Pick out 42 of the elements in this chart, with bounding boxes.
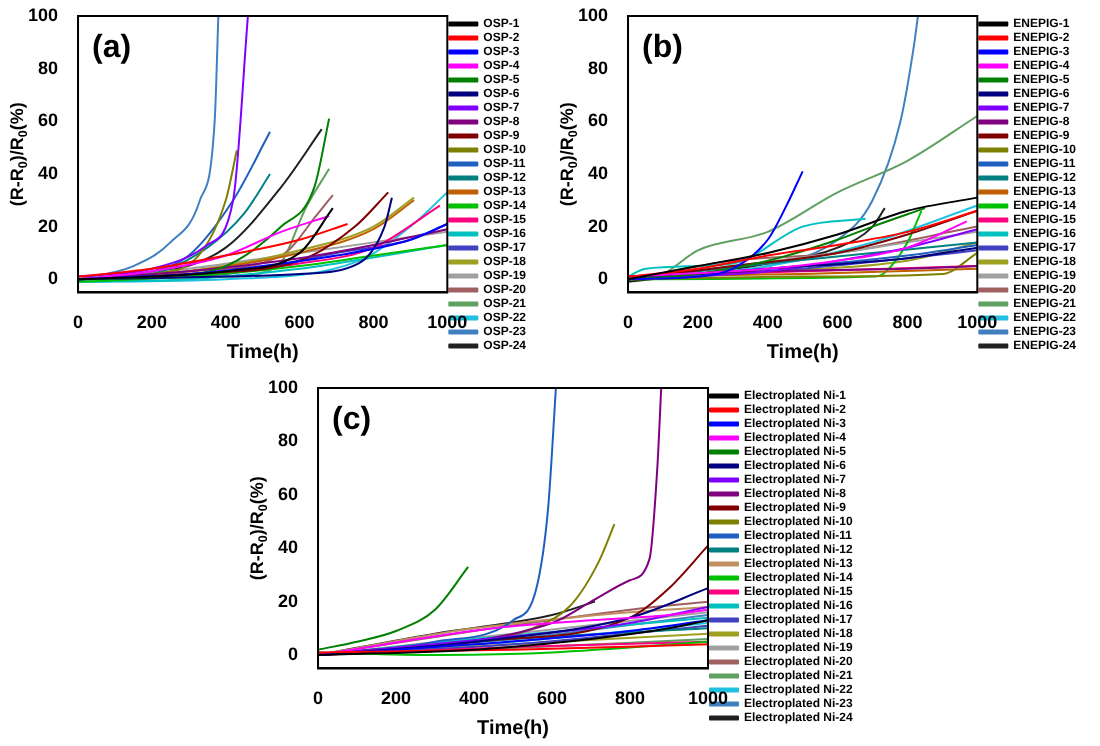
- y-tick-label: 100: [267, 376, 299, 397]
- x-tick-label: 200: [380, 688, 412, 709]
- x-tick-label: 800: [614, 688, 646, 709]
- x-tick-label: 1000: [957, 312, 998, 333]
- y-tick-label: 40: [278, 537, 299, 558]
- y-tick-label: 60: [38, 110, 59, 131]
- x-tick-label: 0: [623, 312, 634, 333]
- x-tick-label: 400: [210, 312, 241, 333]
- x-tick-label: 600: [536, 688, 568, 709]
- y-tick-label: 20: [278, 590, 299, 611]
- y-tick-label: 40: [38, 162, 59, 183]
- x-axis-title: Time(h): [477, 717, 549, 740]
- x-tick-label: 1000: [427, 312, 468, 333]
- x-tick-label: 600: [822, 312, 853, 333]
- y-tick-label: 0: [598, 268, 609, 289]
- annotation: (c): [332, 402, 372, 437]
- y-tick-label: 100: [27, 4, 59, 25]
- y-tick-label: 40: [588, 162, 609, 183]
- y-tick-label: 20: [588, 215, 609, 236]
- x-tick-label: 200: [136, 312, 167, 333]
- x-tick-label: 600: [284, 312, 315, 333]
- y-tick-label: 60: [588, 110, 609, 131]
- y-tick-label: 80: [588, 57, 609, 78]
- y-tick-label: 0: [288, 644, 299, 665]
- x-tick-label: 800: [358, 312, 389, 333]
- y-tick-label: 0: [48, 268, 59, 289]
- y-tick-label: 20: [38, 215, 59, 236]
- x-tick-label: 800: [892, 312, 923, 333]
- annotation: (b): [642, 30, 683, 65]
- x-tick-label: 400: [752, 312, 783, 333]
- annotation: (a): [92, 30, 132, 65]
- x-tick-label: 1000: [687, 688, 729, 709]
- y-tick-label: 100: [577, 4, 609, 25]
- y-tick-label: 60: [278, 483, 299, 504]
- x-tick-label: 400: [458, 688, 490, 709]
- x-tick-label: 200: [682, 312, 713, 333]
- y-tick-label: 80: [38, 57, 59, 78]
- y-tick-label: 80: [278, 430, 299, 451]
- x-tick-label: 0: [73, 312, 84, 333]
- x-axis-title: Time(h): [766, 341, 839, 364]
- x-tick-label: 0: [313, 688, 324, 709]
- x-axis-title: Time(h): [226, 341, 299, 364]
